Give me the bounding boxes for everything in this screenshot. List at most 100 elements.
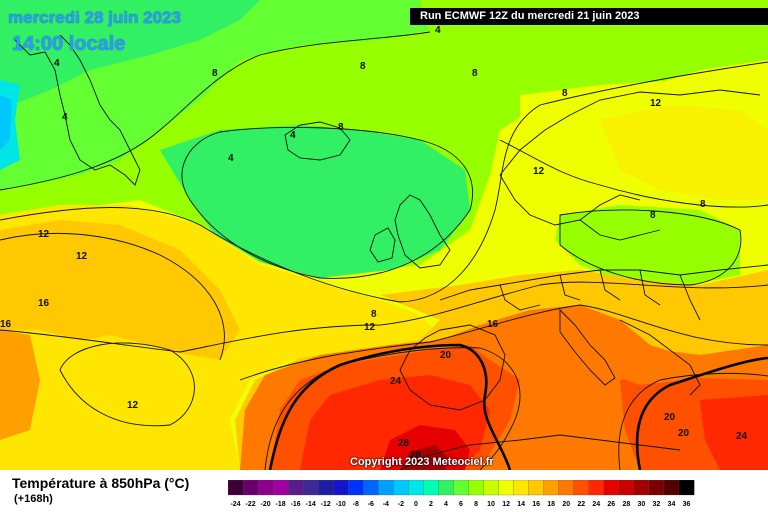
contour-label: 12 xyxy=(533,166,545,177)
contour-label: 8 xyxy=(650,210,656,221)
contour-labels: 4 4 8 8 8 8 12 4 8 4 4 12 8 8 12 12 16 1… xyxy=(0,25,748,461)
field-east-med-core xyxy=(700,395,768,470)
legend-swatch xyxy=(408,480,424,496)
contour-label: 20 xyxy=(678,428,690,439)
legend-tick-label: 26 xyxy=(607,501,615,508)
legend-tick-label: 22 xyxy=(577,501,585,508)
legend-swatch xyxy=(438,480,454,496)
legend-swatch xyxy=(318,480,334,496)
field-west-pale-pocket xyxy=(60,335,200,425)
legend-swatch xyxy=(558,480,575,496)
balkans-coast xyxy=(619,319,701,396)
legend-swatch xyxy=(287,480,304,496)
europe-borders xyxy=(499,269,701,321)
legend-tick-label: 0 xyxy=(414,501,418,508)
legend-swatch xyxy=(648,480,665,496)
contour-label: 8 xyxy=(360,61,366,72)
contour-label: 8 xyxy=(700,199,706,210)
legend-tick-label: 30 xyxy=(637,501,645,508)
isotherm-16-west xyxy=(0,232,225,361)
lead-time: (+168h) xyxy=(14,493,53,505)
legend-swatch xyxy=(663,480,680,496)
legend-tick-label: -12 xyxy=(321,501,331,508)
isotherm-20-south xyxy=(264,347,521,470)
contour-label: 8 xyxy=(472,68,478,79)
legend-tick-label: 28 xyxy=(622,501,630,508)
legend-tick-label: 10 xyxy=(487,501,495,508)
contour-label: 28 xyxy=(410,450,422,461)
legend-tick-label: 18 xyxy=(547,501,555,508)
legend-tick-label: -16 xyxy=(291,501,301,508)
legend-swatch xyxy=(483,480,500,496)
legend-tick-label: -18 xyxy=(276,501,286,508)
legend-tick-label: -4 xyxy=(383,501,389,508)
legend-tick-label: -10 xyxy=(336,501,346,508)
legend-swatch xyxy=(378,480,394,496)
isotherm-20-bold xyxy=(268,343,768,470)
coastlines xyxy=(14,34,768,470)
legend-swatch xyxy=(528,480,545,496)
contour-label: 4 xyxy=(290,130,296,141)
contour-label: 16 xyxy=(38,298,50,309)
isotherm-12-west-pocket xyxy=(59,342,195,427)
legend-tick-label: -2 xyxy=(398,501,404,508)
contour-label: 4 xyxy=(62,112,68,123)
contour-label: 16 xyxy=(0,319,12,330)
contour-label: 20 xyxy=(664,412,676,423)
legend-swatch xyxy=(468,480,485,496)
legend-tick-label: 8 xyxy=(474,501,478,508)
legend-tick-label: -20 xyxy=(261,501,271,508)
legend-swatch xyxy=(633,480,650,496)
scandinavia-coast xyxy=(499,89,761,176)
legend-swatch xyxy=(423,480,439,496)
legend-tick-label: 36 xyxy=(683,501,691,508)
contour-label: 8 xyxy=(212,68,218,79)
uk-coast xyxy=(394,194,451,269)
legend-swatch xyxy=(348,480,364,496)
run-info-banner: Run ECMWF 12Z du mercredi 21 juin 2023 xyxy=(410,8,768,25)
field-greenland-blue xyxy=(0,95,12,150)
legend-swatch xyxy=(498,480,515,496)
forecast-time-title: 14:00 locale xyxy=(12,33,126,55)
legend-swatch xyxy=(242,480,259,496)
legend-swatch xyxy=(333,480,349,496)
isotherm-8-europe xyxy=(559,209,742,286)
legend-tick-label: 14 xyxy=(517,501,525,508)
ireland-coast xyxy=(369,227,396,263)
legend-tick-label: 6 xyxy=(459,501,463,508)
contour-label: 8 xyxy=(338,122,344,133)
contour-label: 8 xyxy=(562,88,568,99)
greenland-coast xyxy=(14,34,141,186)
legend-tick-label: -14 xyxy=(306,501,316,508)
iceland-coast xyxy=(284,121,351,161)
norway-sweden-coast xyxy=(499,174,641,226)
field-europe-green xyxy=(555,205,740,285)
color-scale: -24 -22 -20 -18 -16 -14 -12 -10 -8 -6 -4 -2 0 2 4 6 8 10 1… xyxy=(228,480,695,508)
contour-label: 12 xyxy=(127,400,139,411)
isotherm-12-mid xyxy=(0,281,768,353)
field-cold-atlantic xyxy=(160,125,470,278)
contour-label: 12 xyxy=(364,322,376,333)
legend-tick-label: 32 xyxy=(653,501,661,508)
legend-swatch xyxy=(513,480,530,496)
temperature-map: 4 4 8 8 8 8 12 4 8 4 4 12 8 8 12 12 16 1… xyxy=(0,0,768,470)
legend-swatch xyxy=(228,480,244,496)
variable-title: Température à 850hPa (°C) xyxy=(12,475,190,491)
north-africa-coast xyxy=(399,434,681,470)
field-west-atlantic-inner xyxy=(0,220,240,360)
legend-swatch xyxy=(588,480,605,496)
isotherm-20-east xyxy=(618,372,768,470)
legend-swatch xyxy=(303,480,319,496)
contour-label: 4 xyxy=(435,25,441,36)
field-far-west-orange xyxy=(0,330,40,440)
legend-swatch xyxy=(393,480,409,496)
field-europe-light-yellow xyxy=(600,105,768,200)
legend-tick-label: 34 xyxy=(668,501,676,508)
legend-tick-label: 4 xyxy=(444,501,448,508)
field-cold-northwest xyxy=(0,0,260,110)
legend-swatch xyxy=(603,480,620,496)
contour-label: 24 xyxy=(736,431,748,442)
legend-area: Température à 850hPa (°C) (+168h) -24 -22… xyxy=(0,470,768,512)
italy-coast xyxy=(559,308,616,386)
isotherm-12-north xyxy=(499,139,768,208)
